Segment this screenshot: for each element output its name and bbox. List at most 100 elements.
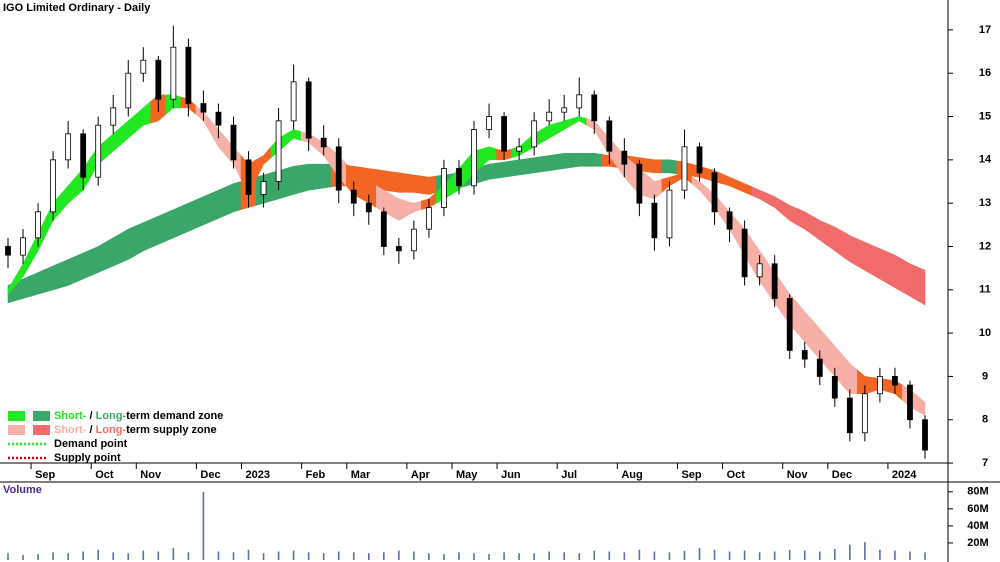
zone-band: [661, 159, 678, 175]
volume-bar: [67, 553, 69, 560]
volume-bar: [909, 551, 911, 560]
zone-band: [541, 154, 557, 173]
volume-bar: [157, 551, 160, 560]
candle-body: [110, 107, 117, 126]
candle-body: [50, 159, 56, 213]
zone-band: [496, 160, 512, 179]
volume-bar: [563, 552, 566, 560]
candle-body: [681, 146, 688, 191]
candle-body: [486, 116, 492, 130]
volume-bar: [788, 549, 791, 560]
y-tick-label: 17: [979, 24, 991, 36]
volume-bar: [518, 553, 520, 560]
x-tick-label: Dec: [200, 469, 220, 481]
volume-bar: [292, 550, 295, 560]
candle-body: [185, 46, 192, 104]
volume-bar: [337, 551, 340, 560]
zone-band: [646, 158, 663, 174]
candle-body: [756, 263, 763, 278]
x-tick-label: Nov: [140, 469, 162, 481]
candle-body: [290, 81, 297, 122]
volume-bar: [307, 552, 310, 560]
volume-bar: [247, 549, 250, 560]
zone-band: [165, 205, 182, 242]
volume-bar: [202, 491, 205, 560]
legend-swatch: [33, 425, 50, 435]
y-tick-label: 15: [979, 110, 991, 122]
x-tick-label: 2024: [892, 469, 917, 481]
candle-body: [95, 124, 102, 178]
volume-bar: [127, 553, 130, 560]
candle-body: [696, 146, 703, 174]
candle-body: [516, 146, 523, 152]
candle-body: [831, 376, 838, 399]
zone-band: [481, 162, 497, 182]
candle-body: [365, 202, 372, 213]
candle-body: [907, 384, 913, 421]
candle-body: [215, 111, 222, 126]
volume-bar: [383, 552, 385, 560]
candle-body: [561, 107, 568, 113]
zone-band: [315, 163, 332, 190]
volume-bar: [548, 551, 550, 560]
y-tick-label: 40M: [967, 520, 988, 532]
candle-body: [711, 172, 718, 213]
legend-label: Short- / Long-term demand zone: [54, 410, 223, 422]
volume-bar: [668, 552, 671, 560]
y-tick-label: 11: [979, 284, 991, 296]
candle-body: [245, 159, 252, 195]
zone-band: [195, 192, 212, 229]
zone-band: [526, 156, 542, 175]
x-tick-label: Feb: [306, 469, 326, 481]
volume-bar: [698, 548, 701, 560]
candle-body: [591, 94, 598, 122]
zone-band: [571, 153, 588, 168]
volume-bar: [713, 549, 716, 560]
volume-bar: [743, 550, 746, 560]
volume-bar: [503, 552, 505, 560]
candle-body: [320, 137, 327, 148]
volume-bar: [217, 551, 220, 560]
zone-band: [300, 163, 317, 193]
volume-bar: [849, 544, 851, 560]
volume-bar: [443, 554, 445, 560]
volume-bar: [398, 550, 400, 560]
candle-body: [471, 129, 477, 187]
zone-band: [511, 158, 527, 177]
volume-bar: [623, 552, 626, 560]
candle-body: [501, 116, 507, 152]
chart-title: IGO Limited Ordinary - Daily: [3, 2, 151, 14]
legend-text: Demand point: [54, 438, 128, 450]
volume-bar: [172, 548, 175, 560]
volume-bar: [803, 550, 806, 560]
volume-bar: [894, 550, 896, 560]
candle-body: [621, 150, 628, 165]
volume-bar: [488, 554, 490, 560]
legend-text: term demand zone: [126, 410, 223, 422]
zone-band: [406, 173, 422, 194]
zone-band: [150, 212, 167, 249]
candle-body: [771, 263, 778, 299]
volume-bar: [683, 550, 686, 560]
zone-band: [180, 199, 197, 236]
volume-bar: [458, 552, 460, 560]
candle-body: [666, 189, 673, 239]
candle-body: [65, 133, 72, 161]
y-tick-label: 8: [982, 414, 988, 426]
candle-body: [801, 350, 808, 360]
x-tick-label: Sep: [681, 469, 701, 481]
candle-body: [80, 133, 87, 178]
volume-bar: [834, 548, 836, 560]
y-tick-label: 9: [982, 370, 988, 382]
candle-body: [741, 228, 748, 278]
candle-body: [816, 358, 823, 377]
candle-body: [922, 419, 928, 451]
candle-body: [260, 181, 267, 195]
volume-bar: [22, 554, 24, 560]
legend-text: Short-: [54, 410, 87, 422]
zone-band: [917, 266, 926, 306]
x-tick-label: Nov: [787, 469, 809, 481]
volume-bar: [112, 552, 115, 560]
